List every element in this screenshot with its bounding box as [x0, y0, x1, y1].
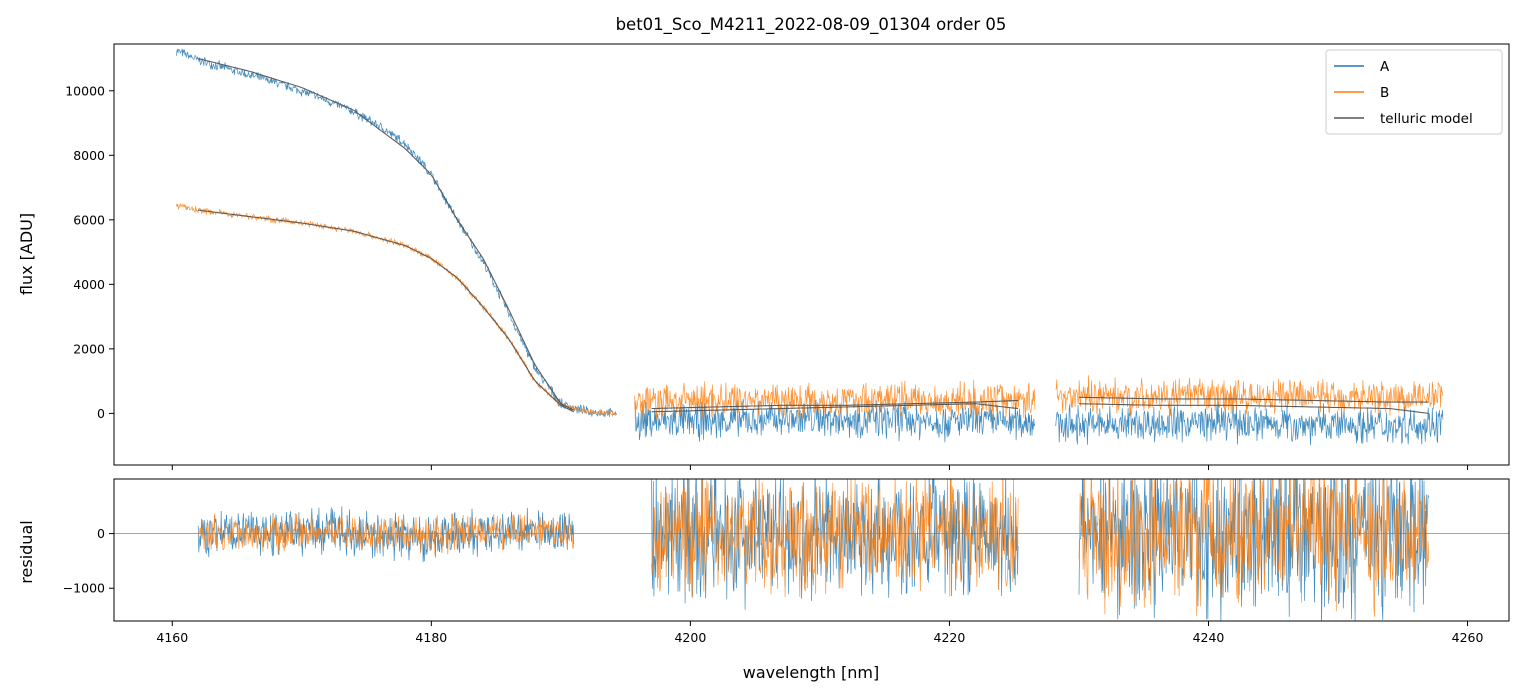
series-line-telluric-model — [651, 403, 1019, 413]
top-y-ticks: 0 2000 4000 6000 8000 10000 — [65, 83, 114, 421]
legend: A B telluric model — [1325, 49, 1503, 135]
series-line-telluric-model — [1079, 396, 1429, 403]
series-line-telluric-model — [651, 399, 1019, 410]
x-tick-label: 4240 — [1193, 630, 1225, 645]
top-axes-frame — [113, 43, 1510, 466]
x-tick-label: 4180 — [415, 630, 447, 645]
x-tick-label: 4200 — [674, 630, 706, 645]
series-line-b — [651, 479, 1019, 598]
top-y-axis-label: flux [ADU] — [17, 213, 36, 295]
x-tick-label: 4260 — [1452, 630, 1484, 645]
legend-box — [1325, 49, 1503, 135]
bottom-y-ticks: −1000 0 — [63, 526, 114, 596]
series-line-telluric-model — [198, 209, 575, 413]
series-line-b — [1055, 375, 1444, 417]
series-line-a — [651, 479, 1019, 610]
legend-label-b: B — [1380, 85, 1389, 101]
chart-title: bet01_Sco_M4211_2022-08-09_01304 order 0… — [616, 15, 1007, 35]
y-tick-label: 4000 — [73, 277, 105, 292]
top-plot-area — [175, 48, 1444, 446]
top-x-ticks — [171, 465, 1469, 470]
series-line-a — [1055, 402, 1444, 446]
bottom-panel: −1000 0 4160 4180 4200 4220 4240 4260 residual… — [17, 478, 1510, 682]
series-line-telluric-model — [1078, 403, 1429, 414]
x-tick-label: 4220 — [934, 630, 966, 645]
series-line-a — [197, 506, 575, 563]
y-tick-label: 0 — [97, 526, 105, 541]
x-tick-label: 4160 — [156, 630, 188, 645]
y-tick-label: 8000 — [73, 148, 105, 163]
bottom-x-ticks: 4160 4180 4200 4220 4240 4260 — [156, 621, 1484, 645]
series-line-telluric-model — [198, 57, 575, 411]
y-tick-label: 6000 — [73, 212, 105, 227]
series-line-a — [634, 399, 1036, 443]
y-tick-label: −1000 — [63, 581, 105, 596]
y-tick-label: 0 — [97, 406, 105, 421]
y-tick-label: 2000 — [73, 341, 105, 356]
legend-label-a: A — [1380, 59, 1390, 75]
y-tick-label: 10000 — [65, 83, 105, 98]
series-line-b — [1078, 479, 1430, 617]
series-line-b — [175, 203, 617, 418]
series-line-a — [175, 48, 617, 418]
series-line-b — [197, 513, 575, 556]
bottom-y-axis-label: residual — [17, 520, 36, 583]
bottom-axes-frame — [113, 478, 1510, 622]
top-panel: bet01_Sco_M4211_2022-08-09_01304 order 0… — [17, 15, 1510, 470]
series-line-b — [634, 379, 1036, 420]
bottom-plot-area — [114, 479, 1509, 621]
legend-label-telluric: telluric model — [1380, 111, 1473, 127]
x-axis-label: wavelength [nm] — [743, 663, 880, 682]
